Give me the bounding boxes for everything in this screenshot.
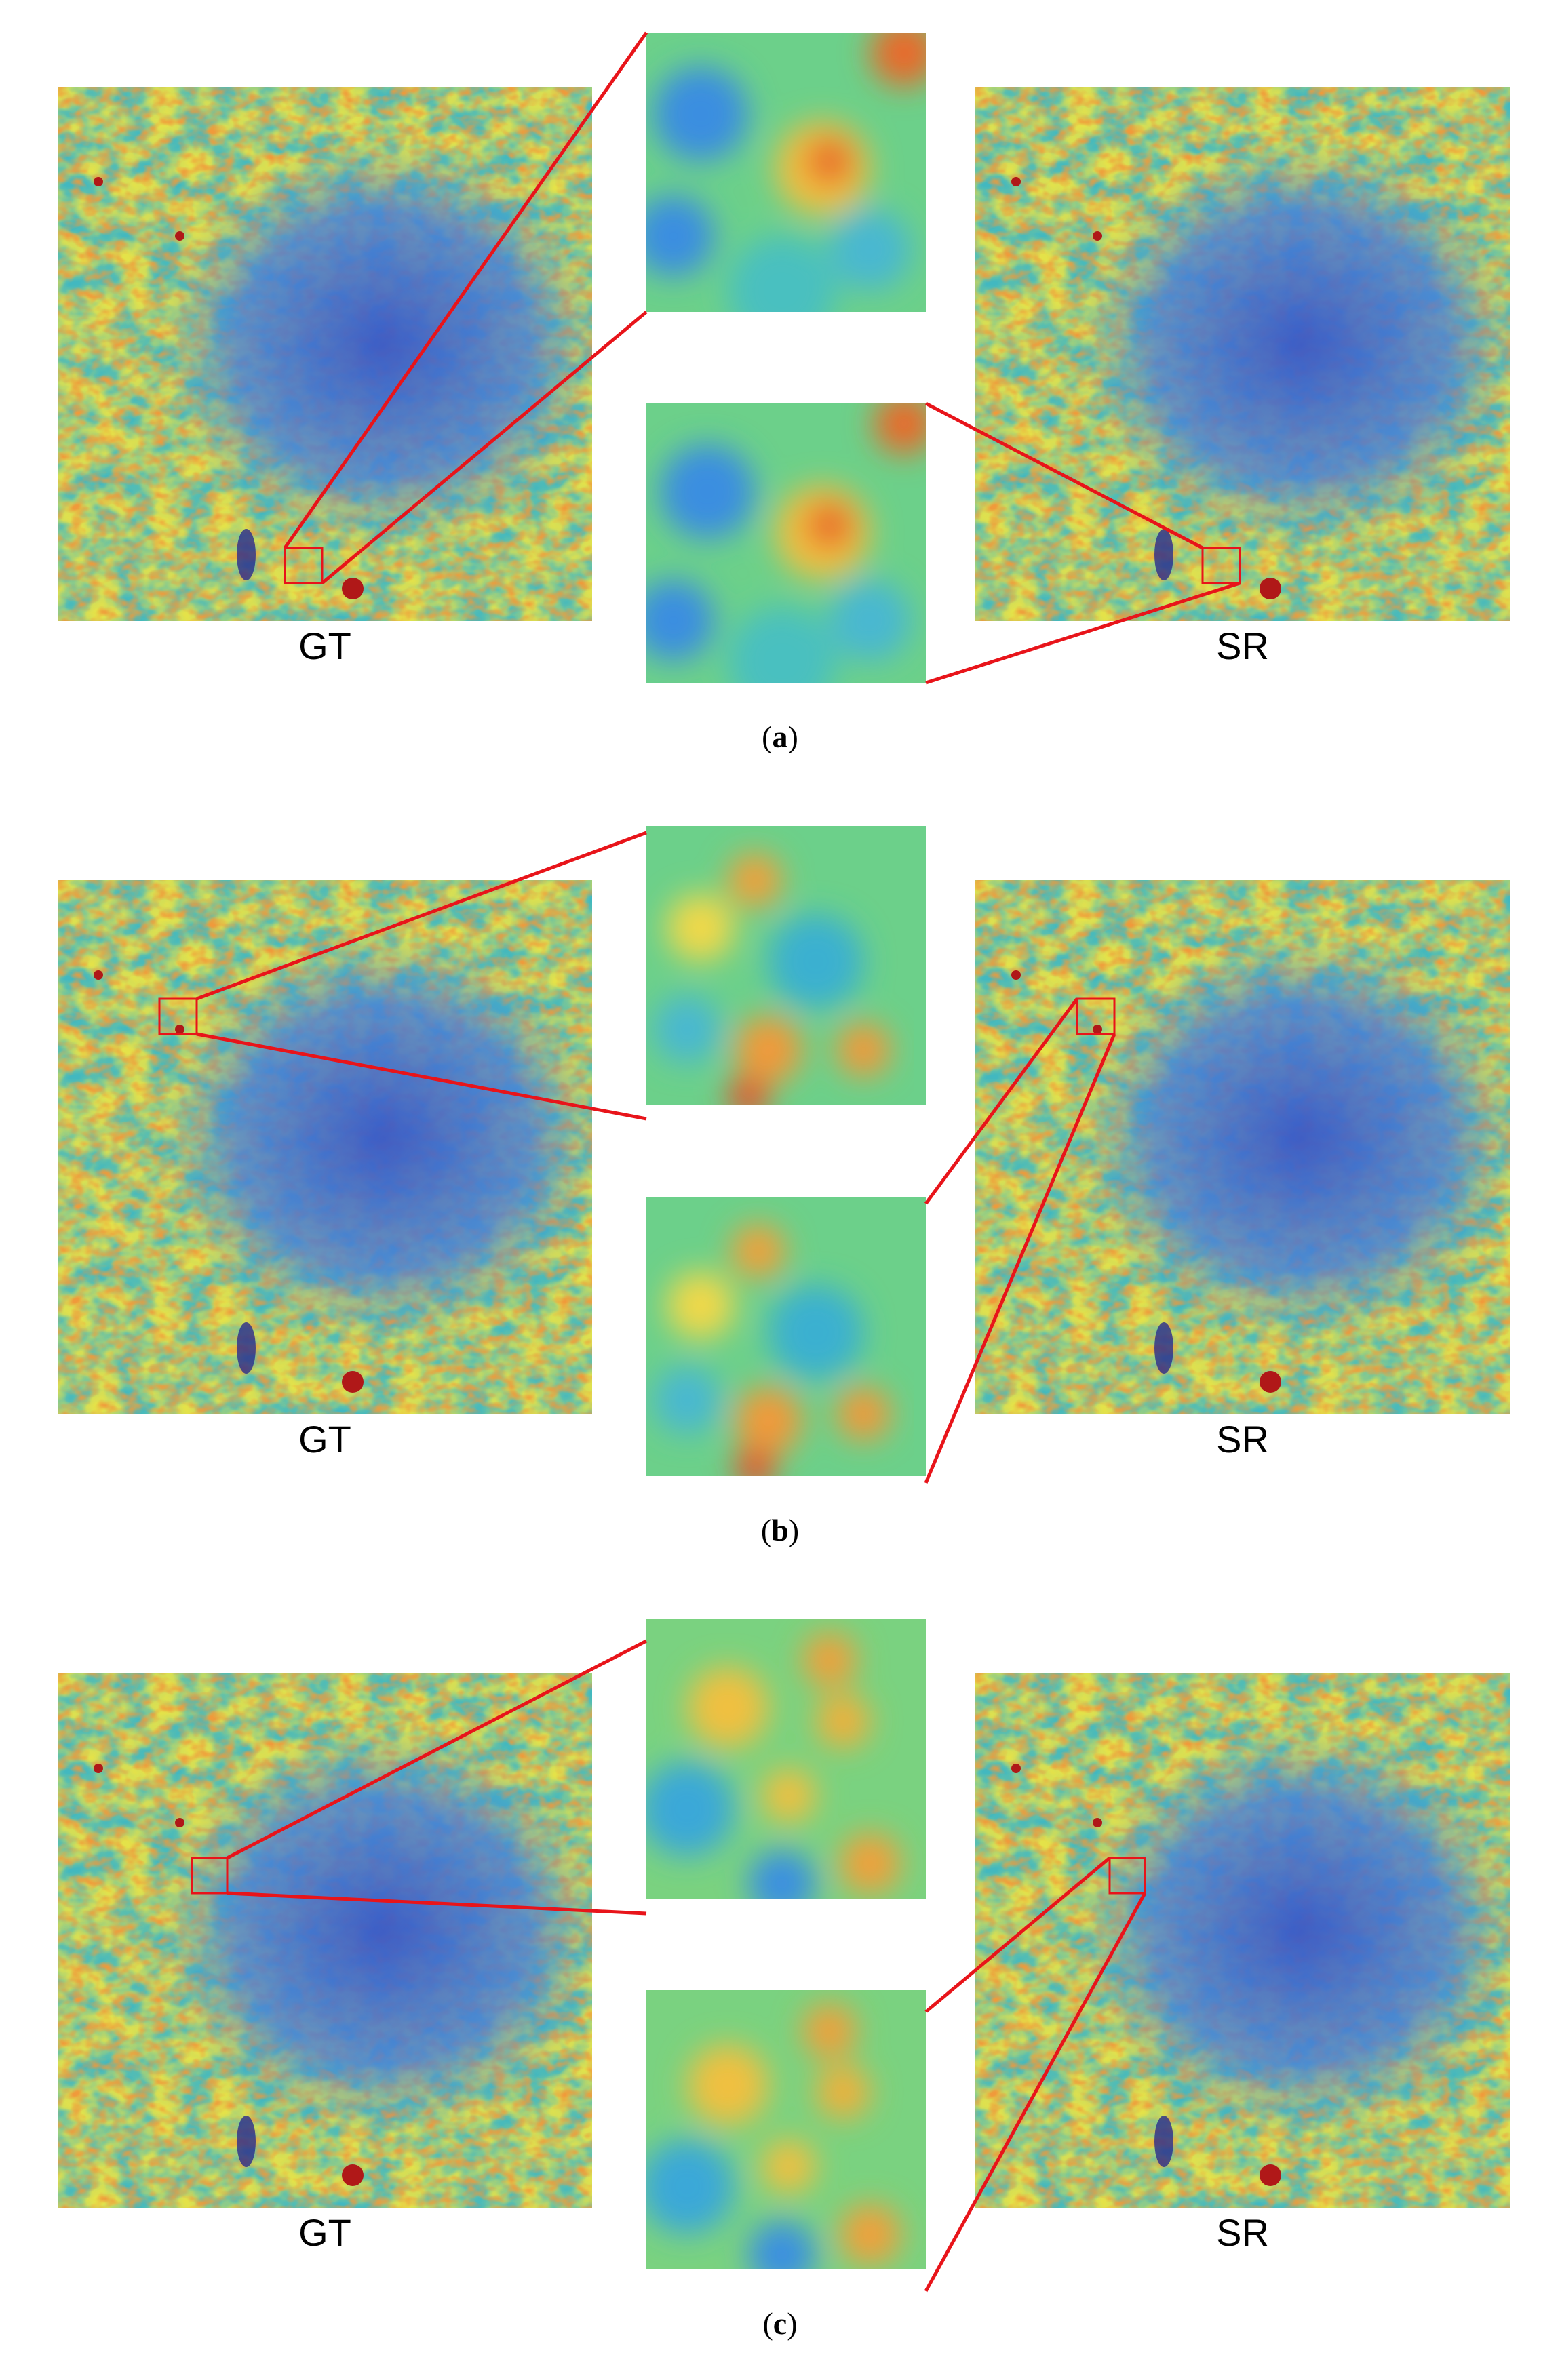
sr-label: SR	[1216, 2211, 1269, 2254]
subfigure-caption: (b)	[760, 1513, 800, 1547]
sr-zoom-image	[646, 1197, 926, 1476]
gt-heatmap-image	[58, 1673, 592, 2208]
figure-c: GT SR (c)	[0, 1587, 1560, 2380]
figure-b: GT SR (b)	[0, 793, 1560, 1587]
gt-label: GT	[298, 2211, 351, 2254]
sr-label: SR	[1216, 1418, 1269, 1461]
gt-zoom-image	[646, 33, 926, 312]
sr-label: SR	[1216, 624, 1269, 667]
gt-zoom-image	[646, 1619, 926, 1899]
sr-heatmap-image	[975, 1673, 1510, 2208]
sr-heatmap-image	[975, 880, 1510, 1414]
sr-zoom-image	[646, 403, 926, 683]
gt-heatmap-image	[58, 880, 592, 1414]
gt-label: GT	[298, 1418, 351, 1461]
gt-heatmap-image	[58, 87, 592, 621]
figure-a: GT SR (a)	[0, 0, 1560, 793]
subfigure-caption: (c)	[762, 2306, 798, 2341]
sr-zoom-image	[646, 1990, 926, 2269]
subfigure-caption: (a)	[762, 719, 798, 754]
gt-label: GT	[298, 624, 351, 667]
gt-zoom-image	[646, 826, 926, 1105]
sr-heatmap-image	[975, 87, 1510, 621]
